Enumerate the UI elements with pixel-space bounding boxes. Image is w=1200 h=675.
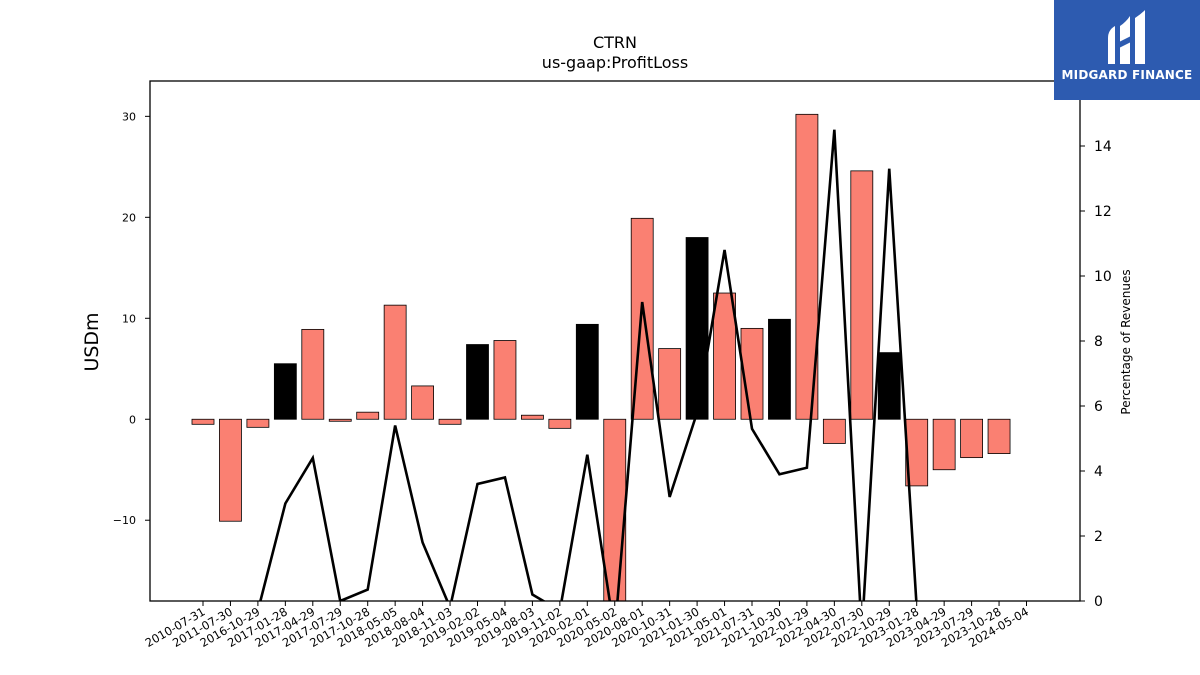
y-axis-left: −10 0 10 20 30 bbox=[113, 110, 150, 527]
bar bbox=[685, 237, 709, 420]
bar bbox=[411, 385, 435, 420]
brand-name: MIDGARD FINANCE bbox=[1061, 68, 1193, 82]
bar bbox=[768, 318, 791, 420]
chart-title: CTRN bbox=[593, 33, 637, 52]
bar bbox=[466, 344, 489, 420]
bar bbox=[932, 418, 956, 471]
y2-tick-label: 10 bbox=[1094, 269, 1112, 285]
y-axis-right: 0 2 4 6 8 10 12 14 bbox=[1080, 139, 1112, 610]
bar bbox=[246, 418, 270, 428]
y2-axis-label: Percentage of Revenues bbox=[1119, 269, 1133, 414]
y2-tick-label: 8 bbox=[1094, 334, 1103, 350]
y2-tick-label: 0 bbox=[1094, 594, 1103, 610]
percentage-line bbox=[259, 129, 918, 601]
y-tick-label: −10 bbox=[113, 514, 136, 527]
x-axis: 2010-07-312011-07-302016-10-292017-01-28… bbox=[143, 601, 1031, 650]
bar bbox=[987, 418, 1011, 454]
bar bbox=[493, 340, 517, 420]
y2-tick-label: 12 bbox=[1094, 204, 1112, 220]
bar bbox=[356, 411, 380, 420]
y2-tick-label: 6 bbox=[1094, 399, 1103, 415]
bar bbox=[575, 323, 599, 420]
chart-subtitle: us-gaap:ProfitLoss bbox=[542, 53, 688, 72]
y2-tick-label: 4 bbox=[1094, 464, 1103, 480]
line-series bbox=[259, 129, 918, 601]
bar bbox=[795, 113, 819, 420]
bar bbox=[548, 418, 572, 429]
bar bbox=[273, 363, 297, 420]
bar-series bbox=[191, 113, 1011, 601]
bar bbox=[521, 414, 544, 420]
bar bbox=[658, 348, 682, 420]
bar bbox=[219, 418, 242, 522]
y2-tick-label: 14 bbox=[1094, 139, 1112, 155]
bar bbox=[822, 418, 846, 444]
y2-tick-label: 2 bbox=[1094, 529, 1103, 545]
bar bbox=[438, 418, 462, 425]
y-tick-label: 10 bbox=[122, 312, 136, 325]
y-axis-label: USDm bbox=[81, 312, 103, 371]
bar bbox=[328, 418, 352, 422]
y-tick-label: 20 bbox=[122, 211, 136, 224]
bar bbox=[850, 170, 874, 420]
bar bbox=[301, 328, 325, 420]
brand-logo: MIDGARD FINANCE bbox=[1054, 0, 1200, 100]
bar bbox=[905, 418, 929, 487]
midgard-logo-icon bbox=[1108, 10, 1145, 64]
y-tick-label: 30 bbox=[122, 110, 136, 123]
bar bbox=[383, 304, 407, 420]
bar bbox=[191, 418, 215, 425]
bar bbox=[960, 418, 983, 459]
y-tick-label: 0 bbox=[129, 413, 136, 426]
bar bbox=[713, 292, 736, 420]
bar bbox=[877, 352, 901, 420]
